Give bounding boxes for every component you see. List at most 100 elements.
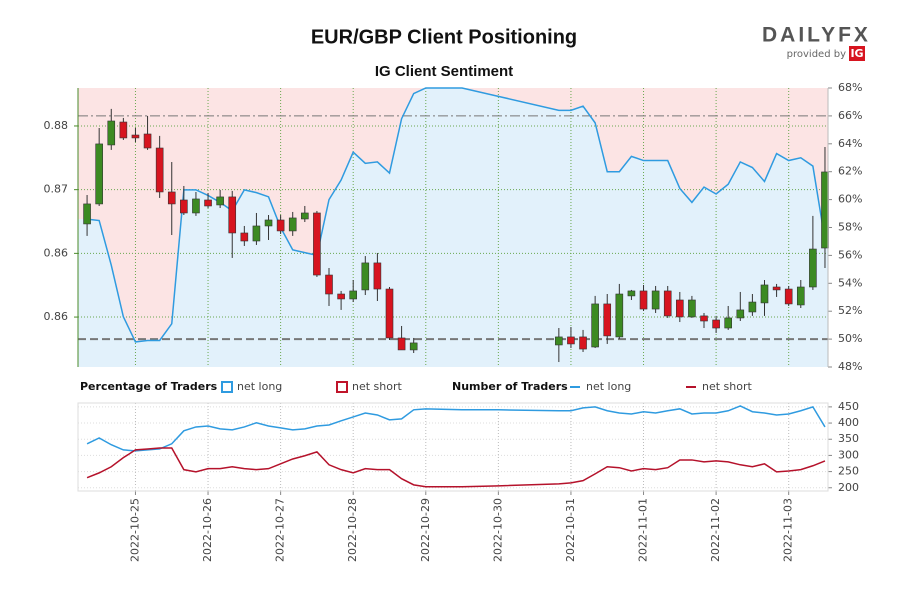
traders-tick-label: 350 <box>838 432 859 445</box>
candle-body <box>663 290 672 317</box>
logo-tagline: provided by <box>787 49 846 60</box>
candle-body <box>627 290 636 297</box>
x-tick-label: 2022-10-26 <box>201 498 214 562</box>
logo-ig: IG <box>850 47 863 60</box>
candle-body <box>95 143 103 205</box>
candle-body <box>760 284 769 304</box>
candle-body <box>397 337 406 351</box>
candle-body <box>409 342 418 351</box>
grids <box>78 88 828 491</box>
traders-tick-label: 200 <box>838 481 859 494</box>
legend-title: Percentage of Traders <box>80 380 218 393</box>
candle-body <box>591 303 599 348</box>
traders-tick-label: 400 <box>838 416 859 429</box>
candle-body <box>155 147 164 193</box>
y-tick-label: 0.86 <box>44 310 69 323</box>
candle-body <box>107 120 116 146</box>
candle-body <box>676 299 684 318</box>
candle-body <box>639 290 648 310</box>
x-tick-label: 2022-10-29 <box>419 498 432 562</box>
candle-body <box>83 203 91 225</box>
candle-body <box>700 315 708 322</box>
candle-body <box>724 317 733 329</box>
y2-tick-label: 62% <box>838 165 862 178</box>
chart-subtitle: IG Client Sentiment <box>375 63 513 80</box>
candle-body <box>276 219 285 232</box>
candle-body <box>603 303 612 337</box>
candle-body <box>736 309 745 319</box>
x-tick-label: 2022-11-01 <box>637 498 650 562</box>
candle-body <box>325 274 333 295</box>
candle-body <box>567 336 575 345</box>
candles <box>83 108 829 363</box>
x-tick-label: 2022-10-30 <box>491 498 504 562</box>
candle-body <box>337 293 345 300</box>
candle-body <box>796 286 805 306</box>
candle-body <box>361 262 370 291</box>
lines <box>86 87 826 488</box>
x-tick-label: 2022-10-31 <box>564 498 577 562</box>
candle-body <box>712 319 720 329</box>
candle-body <box>301 212 309 220</box>
candle-body <box>167 191 176 205</box>
logo-brand: DAILYFX <box>762 24 871 47</box>
y-tick-label: 0.87 <box>44 183 69 196</box>
axes: 2022-10-25 2022-10-26 2022-10-27 2022-10-28… <box>44 81 863 562</box>
y2-tick-label: 60% <box>838 193 862 206</box>
candle-body <box>615 293 624 338</box>
candle-body <box>313 212 321 276</box>
legend-label: net long <box>586 380 631 393</box>
candle-body <box>180 199 188 214</box>
traders-tick-label: 300 <box>838 448 859 461</box>
traders-tick-label: 250 <box>838 465 859 478</box>
legend-label: net short <box>702 380 753 393</box>
traders-tick-label: 450 <box>838 400 859 413</box>
x-tick-label: 2022-10-27 <box>274 498 287 562</box>
candle-body <box>688 299 696 318</box>
candle-body <box>192 198 200 214</box>
candle-body <box>784 288 793 305</box>
y-tick-label: 0.88 <box>44 119 69 132</box>
candle-body <box>809 248 817 288</box>
traders-line <box>86 405 826 452</box>
y2-tick-label: 52% <box>838 304 862 317</box>
traders-line <box>86 447 826 488</box>
candle-body <box>216 196 224 206</box>
net-short-area <box>78 88 828 342</box>
y2-tick-label: 66% <box>838 109 862 122</box>
legend-swatch <box>336 381 348 393</box>
x-tick-label: 2022-10-25 <box>128 498 141 562</box>
candle-body <box>240 232 249 242</box>
candle-body <box>373 262 382 290</box>
y2-tick-label: 58% <box>838 221 862 234</box>
traders-frame <box>77 402 829 492</box>
candle-body <box>288 217 297 232</box>
candle-body <box>204 199 212 207</box>
y2-tick-label: 50% <box>838 332 862 345</box>
candle-body <box>555 336 563 346</box>
y2-tick-label: 68% <box>838 81 862 94</box>
candle-body <box>748 301 757 313</box>
candle-body <box>772 286 781 291</box>
x-tick-label: 2022-11-02 <box>709 498 722 562</box>
candle-body <box>385 288 394 339</box>
legend-label: net short <box>352 380 403 393</box>
net-long-line <box>86 87 826 343</box>
y2-tick-label: 64% <box>838 137 862 150</box>
legend-title: Number of Traders <box>452 380 568 393</box>
x-tick-label: 2022-10-28 <box>346 498 359 562</box>
candle-body <box>143 133 152 149</box>
candle-body <box>131 134 140 139</box>
x-tick-label: 2022-11-03 <box>782 498 795 562</box>
candle-body <box>264 219 273 227</box>
candle-body <box>252 225 261 242</box>
chart-title: EUR/GBP Client Positioning <box>311 26 577 48</box>
candle-body <box>579 336 587 350</box>
candle-body <box>228 196 237 234</box>
logo-ig-box <box>849 46 865 61</box>
candle-body <box>119 121 128 139</box>
legend-label: net long <box>237 380 282 393</box>
candle-body <box>821 171 829 249</box>
y2-tick-label: 54% <box>838 276 862 289</box>
